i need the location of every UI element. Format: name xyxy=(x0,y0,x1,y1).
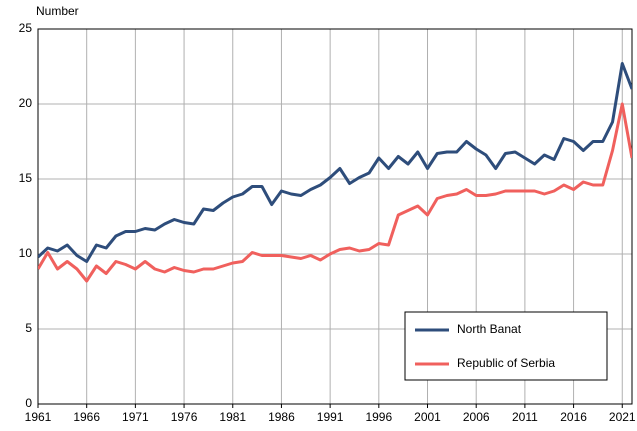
x-tick-label: 2016 xyxy=(560,410,587,424)
x-tick-label: 1966 xyxy=(73,410,100,424)
y-tick-label: 0 xyxy=(25,396,32,410)
line xyxy=(38,102,632,283)
x-tick-label: 1996 xyxy=(365,410,392,424)
x-tick-label: 1981 xyxy=(219,410,246,424)
y-tick-label: 25 xyxy=(19,21,33,35)
x-tick-label: 1991 xyxy=(317,410,344,424)
x-tick-label: 2011 xyxy=(512,410,538,424)
y-tick-label: 5 xyxy=(25,321,32,335)
y-tick-label: 15 xyxy=(19,171,33,185)
x-tick-label: 1961 xyxy=(25,410,52,424)
x-tick-label: 1976 xyxy=(171,410,198,424)
plot-frame xyxy=(37,28,633,405)
y-tick-label: 10 xyxy=(19,246,33,260)
x-tick-label: 1971 xyxy=(122,410,149,424)
x-tick-label: 2021 xyxy=(609,410,636,424)
legend-box xyxy=(404,311,608,381)
x-tick-label: 2006 xyxy=(463,410,490,424)
y-tick-label: 20 xyxy=(19,96,33,110)
legend-label: Republic of Serbia xyxy=(457,356,555,370)
x-tick-label: 2001 xyxy=(414,410,441,424)
legend-label: North Banat xyxy=(457,322,522,336)
y-axis-label: Number xyxy=(36,4,79,18)
x-tick-label: 1986 xyxy=(268,410,295,424)
line xyxy=(38,62,632,263)
